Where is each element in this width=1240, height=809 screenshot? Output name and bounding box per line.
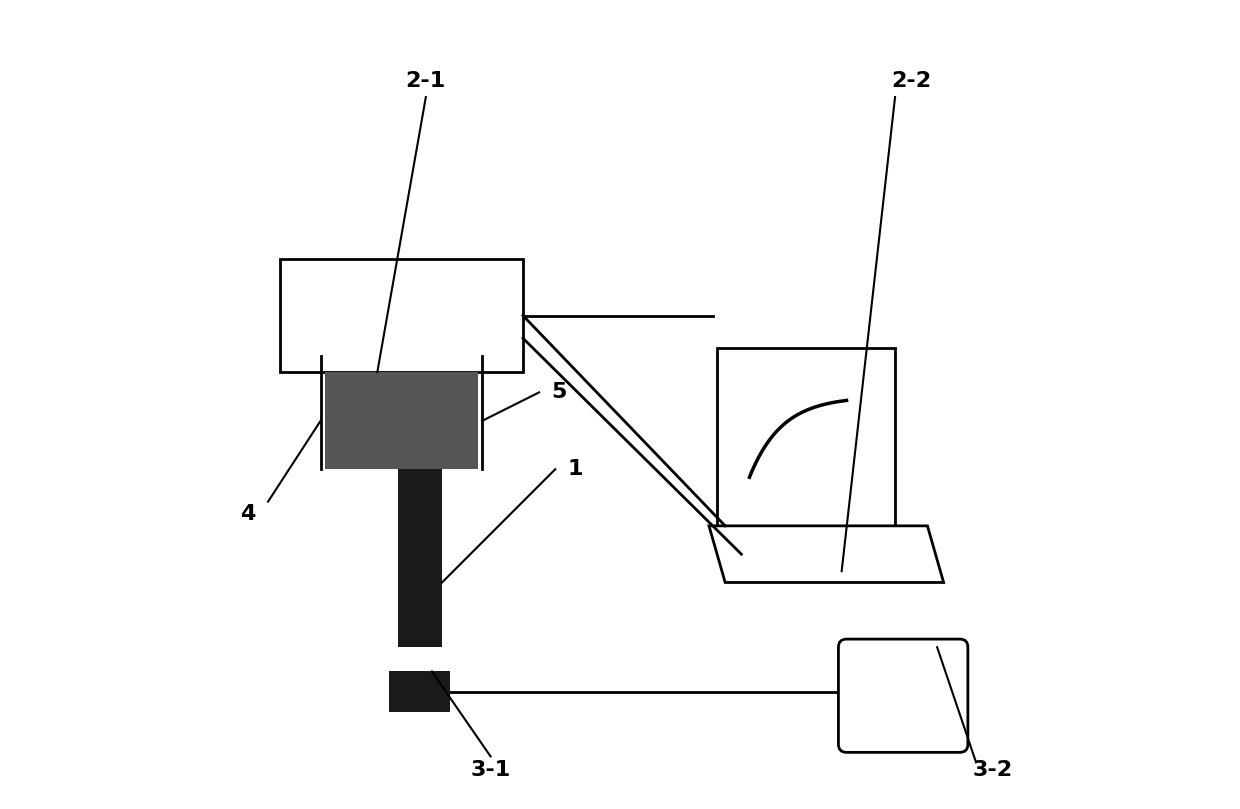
Text: 1: 1 (568, 460, 583, 479)
Bar (325, 372, 479, 469)
Bar (389, 671, 450, 712)
Bar (398, 469, 441, 647)
Bar (280, 259, 523, 372)
Polygon shape (709, 526, 944, 582)
Text: 2-1: 2-1 (405, 71, 446, 91)
Text: 3-2: 3-2 (972, 760, 1012, 780)
Text: 4: 4 (241, 504, 255, 523)
FancyBboxPatch shape (838, 639, 968, 752)
Text: 2-2: 2-2 (892, 71, 931, 91)
Bar (717, 348, 895, 526)
Text: 3-1: 3-1 (470, 760, 511, 780)
Text: 5: 5 (552, 383, 567, 402)
